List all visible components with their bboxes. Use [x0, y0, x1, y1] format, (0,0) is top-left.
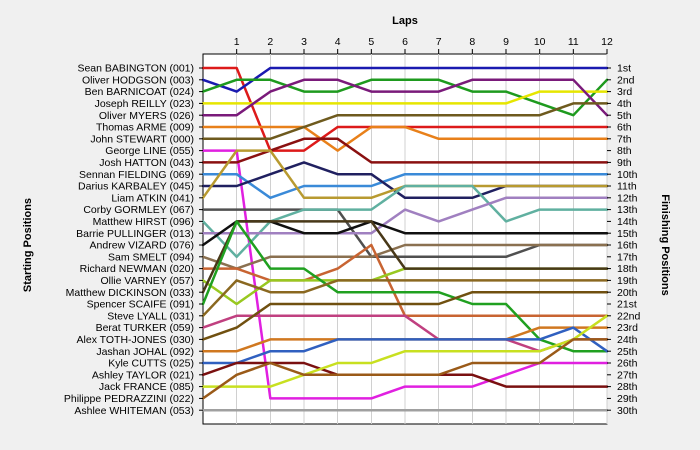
lap-tick-label: 9 — [503, 36, 509, 48]
driver-label: Sean BABINGTON (001) — [77, 63, 194, 75]
lap-tick-labels: 1 2 3 4 5 6 7 8 9 10 11 12 — [234, 36, 613, 54]
finish-position-label: 7th — [617, 133, 632, 145]
finish-position-label: 9th — [617, 157, 632, 169]
driver-label: Barrie PULLINGER (013) — [76, 228, 194, 240]
lap-tick-label: 5 — [368, 36, 374, 48]
finish-position-label: 5th — [617, 110, 632, 122]
starting-position-labels: Sean BABINGTON (001)Oliver HODGSON (003)… — [64, 63, 203, 417]
finish-position-label: 11th — [617, 181, 637, 193]
driver-label: Philippe PEDRAZZINI (022) — [64, 393, 194, 405]
finish-position-label: 27th — [617, 369, 638, 381]
lap-tick-label: 10 — [534, 36, 546, 48]
finish-position-label: 26th — [617, 358, 638, 370]
driver-label: Sam SMELT (094) — [108, 251, 194, 263]
driver-label: Andrew VIZARD (076) — [90, 240, 194, 252]
finish-position-label: 16th — [617, 240, 638, 252]
finish-position-label: 14th — [617, 216, 638, 228]
finish-position-label: 1st — [617, 63, 631, 75]
driver-label: Matthew DICKINSON (033) — [66, 287, 194, 299]
finish-position-label: 29th — [617, 393, 638, 405]
series-line — [201, 326, 609, 365]
lap-tick-label: 4 — [335, 36, 341, 48]
series-lines — [201, 66, 609, 412]
y-axis-title-left: Starting Positions — [22, 198, 34, 292]
series-line — [201, 279, 609, 318]
finish-position-label: 28th — [617, 381, 638, 393]
driver-label: Joseph REILLY (023) — [95, 98, 194, 110]
series-line — [201, 314, 609, 388]
driver-label: Spencer SCAIFE (091) — [87, 299, 194, 311]
series-line — [201, 78, 609, 117]
driver-label: Alex TOTH-JONES (030) — [77, 334, 194, 346]
finish-position-label: 2nd — [617, 74, 635, 86]
finishing-position-labels: 1st2nd3rd4th5th6th7th8th9th10th11th12th1… — [607, 63, 641, 417]
driver-label: George LINE (055) — [105, 145, 194, 157]
driver-label: Kyle CUTTS (025) — [108, 358, 194, 370]
driver-label: Jashan JOHAL (092) — [96, 346, 194, 358]
lap-tick-label: 3 — [301, 36, 307, 48]
series-line — [201, 243, 609, 270]
finish-position-label: 18th — [617, 263, 638, 275]
series-line — [201, 102, 609, 141]
driver-label: Corby GORMLEY (067) — [83, 204, 194, 216]
driver-label: Matthew HIRST (096) — [93, 216, 194, 228]
driver-label: Oliver HODGSON (003) — [82, 74, 194, 86]
finish-position-label: 22nd — [617, 310, 641, 322]
driver-label: Jack FRANCE (085) — [99, 381, 194, 393]
series-line — [201, 196, 609, 235]
finish-position-label: 3rd — [617, 86, 632, 98]
lap-tick-label: 2 — [267, 36, 273, 48]
driver-label: Thomas ARME (009) — [96, 122, 194, 134]
driver-label: Berat TURKER (059) — [96, 322, 194, 334]
lap-tick-label: 1 — [234, 36, 240, 48]
driver-label: Darius KARBALEY (045) — [78, 181, 194, 193]
finish-position-label: 21st — [617, 299, 637, 311]
finish-position-label: 12th — [617, 192, 638, 204]
driver-label: Liam ATKIN (041) — [111, 192, 194, 204]
finish-position-label: 6th — [617, 122, 632, 134]
finish-position-label: 24th — [617, 334, 638, 346]
lap-tick-label: 12 — [601, 36, 613, 48]
driver-label: Steve LYALL (031) — [107, 310, 194, 322]
finish-position-label: 19th — [617, 275, 638, 287]
driver-label: Ashlee WHITEMAN (053) — [74, 405, 194, 417]
driver-label: Ashley TAYLOR (021) — [92, 369, 194, 381]
finish-position-label: 4th — [617, 98, 632, 110]
driver-label: Ollie VARNEY (057) — [100, 275, 194, 287]
finish-position-label: 8th — [617, 145, 632, 157]
driver-label: Sennan FIELDING (069) — [79, 169, 194, 181]
finish-position-label: 13th — [617, 204, 638, 216]
finish-position-label: 25th — [617, 346, 638, 358]
series-line — [201, 338, 609, 400]
driver-label: Richard NEWMAN (020) — [80, 263, 194, 275]
finish-position-label: 15th — [617, 228, 638, 240]
finish-position-label: 10th — [617, 169, 638, 181]
finish-position-label: 30th — [617, 405, 638, 417]
finish-position-label: 20th — [617, 287, 638, 299]
finish-position-label: 17th — [617, 251, 638, 263]
series-line — [201, 220, 609, 294]
driver-label: Ben BARNICOAT (024) — [85, 86, 194, 98]
driver-label: Oliver MYERS (026) — [99, 110, 194, 122]
lap-tick-label: 6 — [402, 36, 408, 48]
series-line — [201, 78, 609, 117]
y-axis-title-right: Finishing Positions — [659, 194, 671, 295]
series-line — [201, 125, 609, 152]
lap-tick-label: 7 — [436, 36, 442, 48]
driver-label: Josh HATTON (043) — [99, 157, 194, 169]
finish-position-label: 23rd — [617, 322, 638, 334]
lap-tick-label: 11 — [568, 36, 579, 48]
series-line — [201, 66, 609, 93]
driver-label: John STEWART (000) — [90, 133, 194, 145]
series-line — [201, 90, 609, 105]
series-line — [201, 172, 609, 200]
lap-tick-label: 8 — [469, 36, 475, 48]
series-line — [201, 290, 609, 341]
x-axis-title: Laps — [392, 15, 418, 27]
